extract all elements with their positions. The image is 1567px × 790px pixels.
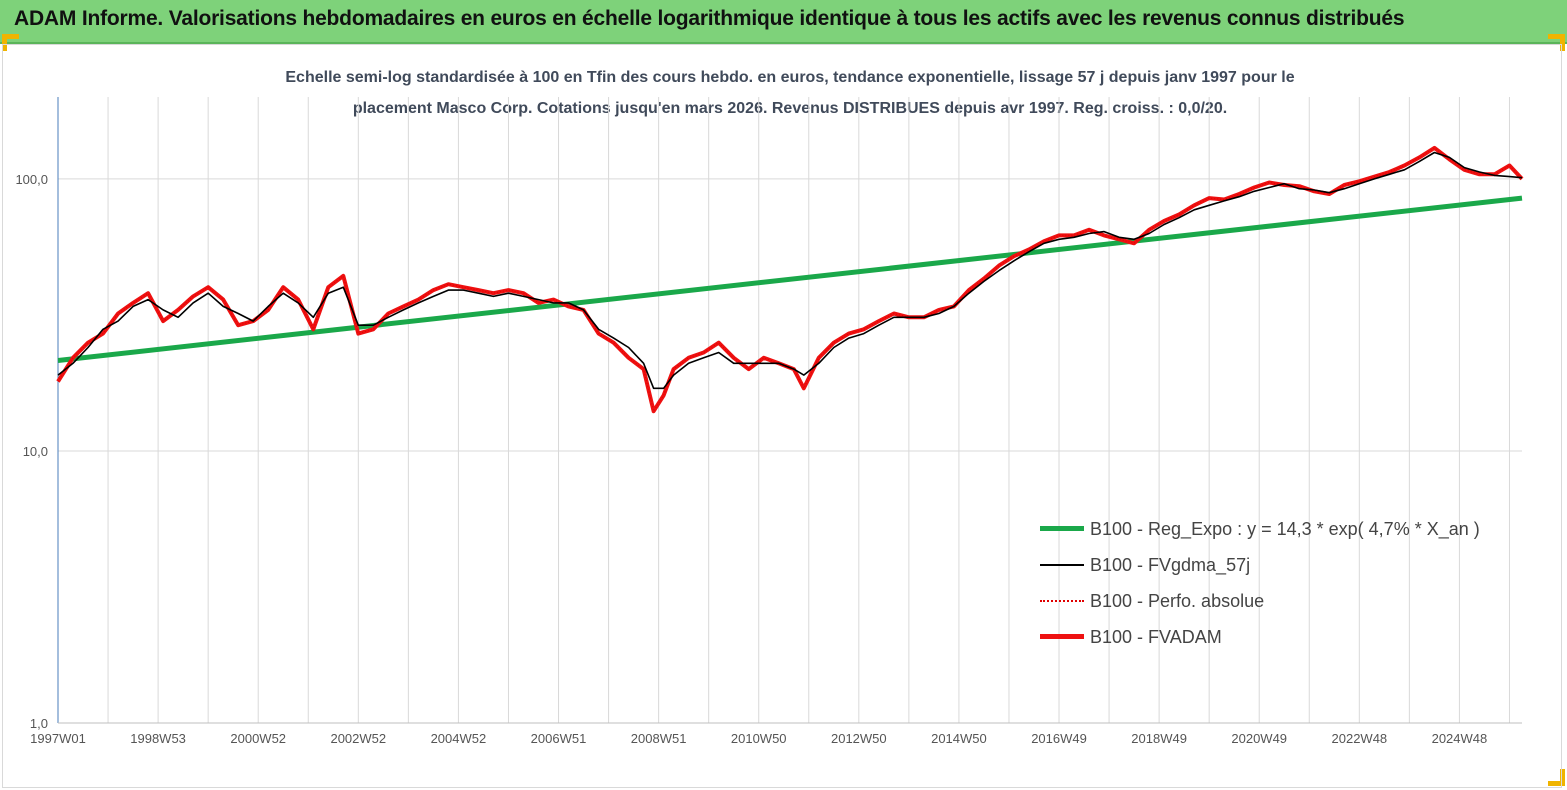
x-tick-label: 1997W01: [30, 731, 86, 746]
x-tick-label: 2000W52: [230, 731, 286, 746]
x-tick-label: 2014W50: [931, 731, 987, 746]
legend-label-smoothed: B100 - FVgdma_57j: [1090, 555, 1251, 575]
x-tick-label: 2018W49: [1131, 731, 1187, 746]
corner-marker-bottom-right: [1548, 769, 1565, 786]
corner-marker-top-left: [2, 34, 19, 51]
chart-title-line-1: Echelle semi-log standardisée à 100 en T…: [285, 69, 1295, 86]
x-tick-label: 2002W52: [330, 731, 386, 746]
x-tick-label: 2004W52: [431, 731, 487, 746]
x-tick-label: 2016W49: [1031, 731, 1087, 746]
x-tick-label: 2006W51: [531, 731, 587, 746]
x-tick-label: 1998W53: [130, 731, 186, 746]
series-line-smoothed: [57, 151, 1523, 390]
y-tick-label: 100,0: [15, 172, 48, 187]
y-tick-label: 1,0: [30, 716, 48, 731]
legend-item-fvadam: B100 - FVADAM: [1040, 626, 1540, 662]
legend-label-perfo: B100 - Perfo. absolue: [1090, 591, 1265, 611]
x-tick-label: 2012W50: [831, 731, 887, 746]
legend-swatch-perfo: [1040, 600, 1084, 602]
chart-frame: [2, 44, 1562, 788]
legend-label-fvadam: B100 - FVADAM: [1090, 627, 1222, 647]
x-tick-label: 2010W50: [731, 731, 787, 746]
chart-legend: B100 - Reg_Expo : y = 14,3 * exp( 4,7% *…: [1040, 518, 1540, 662]
report-header: ADAM Informe. Valorisations hebdomadaire…: [0, 0, 1567, 44]
report-title: ADAM Informe. Valorisations hebdomadaire…: [14, 7, 1405, 30]
legend-item-smoothed: B100 - FVgdma_57j: [1040, 554, 1540, 590]
x-tick-label: 2024W48: [1432, 731, 1488, 746]
x-tick-label: 2022W48: [1332, 731, 1388, 746]
legend-item-regression: B100 - Reg_Expo : y = 14,3 * exp( 4,7% *…: [1040, 518, 1540, 554]
series-line-perfo: [57, 147, 1523, 413]
legend-swatch-regression: [1040, 526, 1084, 531]
legend-label-regression: B100 - Reg_Expo : y = 14,3 * exp( 4,7% *…: [1090, 519, 1480, 539]
x-tick-label: 2008W51: [631, 731, 687, 746]
x-tick-label: 2020W49: [1231, 731, 1287, 746]
legend-swatch-fvadam: [1040, 634, 1084, 639]
legend-swatch-smoothed: [1040, 564, 1084, 566]
series-line-regression: [57, 195, 1523, 363]
legend-item-perfo: B100 - Perfo. absolue: [1040, 590, 1540, 626]
y-tick-label: 10,0: [23, 444, 48, 459]
corner-marker-top-right: [1548, 34, 1565, 51]
